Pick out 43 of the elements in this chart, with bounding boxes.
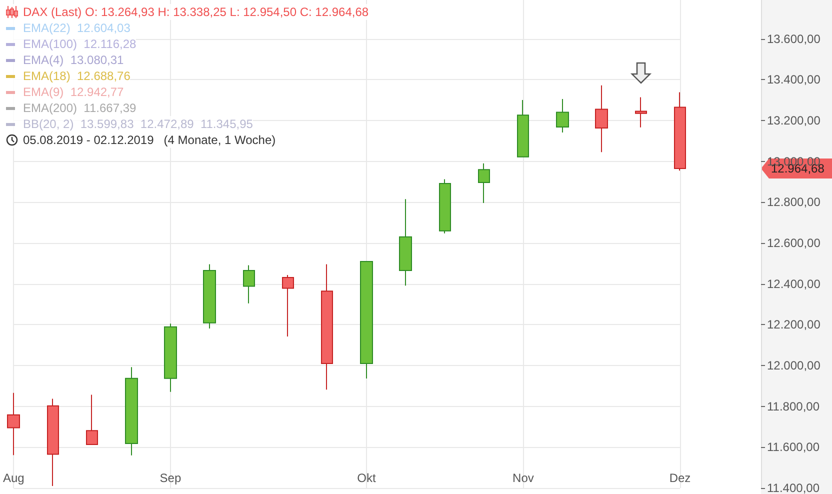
y-tick-label: 11.400,00	[767, 481, 820, 494]
y-tick-label: 12.800,00	[767, 195, 821, 210]
x-tick-label: Dez	[669, 471, 691, 485]
annotation: EMA(18) 12.688,76	[23, 68, 130, 84]
annotation: EMA(200) 11.667,39	[23, 100, 136, 116]
y-tick-label: 12.400,00	[767, 276, 821, 291]
annotation: 05.08.2019 - 02.12.2019 (4 Monate, 1 Woche)	[23, 132, 276, 148]
candlestick	[86, 394, 98, 446]
candlestick	[360, 261, 373, 380]
candlestick	[478, 162, 490, 204]
annotation: EMA(4) 13.080,31	[23, 52, 124, 68]
candlestick	[556, 98, 569, 134]
candlestick	[47, 398, 59, 486]
candlestick	[164, 323, 177, 392]
x-tick-label: Okt	[357, 471, 376, 485]
y-tick-label: 13.200,00	[767, 113, 821, 128]
chart-title: DAX (Last) O: 13.264,93 H: 13.338,25 L: 12.954,50 C: 12.964,68	[23, 4, 369, 20]
annotation: EMA(9) 12.942,77	[23, 84, 124, 100]
candlestick	[203, 264, 216, 330]
y-tick-label: 12.200,00	[767, 318, 821, 332]
candlestick	[439, 178, 451, 234]
y-tick-label: 13.400,00	[767, 72, 821, 87]
candlestick	[243, 264, 255, 304]
y-tick-label: 11.800,00	[767, 399, 820, 414]
candlestick	[7, 392, 20, 456]
annotation: EMA(100) 12.116,28	[23, 36, 136, 52]
candlestick	[125, 366, 138, 456]
candlestick	[282, 274, 294, 337]
candlestick	[635, 96, 647, 128]
x-tick-label: Sep	[160, 471, 182, 485]
candlestick	[399, 198, 412, 286]
y-tick-label: 12.000,00	[767, 358, 821, 372]
candlestick	[321, 264, 333, 390]
y-tick-label: 11.600,00	[767, 440, 820, 454]
y-tick-label: 12.600,00	[767, 236, 821, 250]
x-tick-label: Nov	[512, 471, 534, 485]
annotation: EMA(22) 12.604,03	[23, 20, 130, 36]
candlestick	[595, 84, 608, 153]
x-tick-label: Aug	[2, 471, 24, 485]
y-tick-label: 13.600,00	[767, 32, 821, 46]
candlestick	[517, 100, 529, 158]
candlestick	[674, 92, 686, 172]
annotation: BB(20, 2) 13.599,83 12.472,89 11.345,95	[23, 116, 253, 132]
